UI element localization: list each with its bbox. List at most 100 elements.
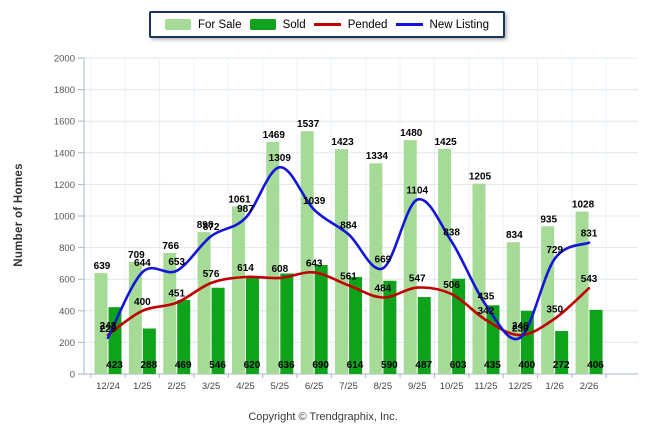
new-listing-value-label: 669 (375, 254, 392, 265)
bar-for-sale (197, 232, 211, 374)
sold-value-label: 406 (587, 360, 604, 371)
legend-label-for-sale: For Sale (198, 18, 242, 31)
bar-for-sale (300, 131, 314, 374)
x-axis-label: 8/25 (374, 381, 393, 392)
sold-value-label: 423 (106, 360, 123, 371)
new-listing-value-label: 1104 (406, 186, 428, 197)
sold-value-label: 603 (450, 360, 467, 371)
sold-value-label: 620 (244, 360, 261, 371)
sold-value-label: 636 (278, 360, 295, 371)
new-listing-value-label: 872 (203, 222, 220, 233)
for-sale-value-label: 1061 (228, 194, 251, 205)
x-axis-label: 3/25 (202, 381, 221, 392)
legend-label-new-listing: New Listing (429, 18, 489, 31)
bar-for-sale (335, 149, 349, 374)
bar-sold (108, 307, 122, 374)
for-sale-value-label: 1537 (297, 119, 320, 130)
new-listing-value-label: 838 (443, 228, 460, 239)
pended-value-label: 248 (100, 321, 117, 332)
bar-for-sale (506, 242, 520, 374)
sold-swatch-icon (249, 19, 276, 30)
new-listing-value-label: 831 (581, 229, 598, 240)
bar-for-sale (266, 141, 280, 374)
pended-value-label: 547 (409, 274, 426, 285)
x-axis-label: 7/25 (339, 381, 358, 392)
bar-sold (142, 328, 156, 374)
pended-line (106, 270, 591, 337)
for-sale-value-label: 1480 (400, 128, 423, 139)
for-sale-value-label: 1425 (434, 137, 457, 148)
new-listing-value-label: 1039 (303, 196, 326, 207)
legend-item-new-listing: New Listing (395, 18, 489, 31)
bar-sold (245, 276, 259, 374)
for-sale-value-label: 1469 (263, 130, 286, 141)
bar-for-sale (575, 211, 589, 374)
for-sale-swatch-icon (165, 19, 191, 30)
pended-value-label: 342 (478, 306, 495, 317)
y-tick-label: 800 (59, 243, 75, 254)
y-tick-label: 1200 (54, 180, 75, 191)
bar-sold (589, 309, 603, 374)
bar-for-sale (231, 206, 245, 374)
bar-for-sale (94, 273, 108, 374)
pended-value-label: 576 (203, 269, 220, 280)
sold-value-label: 690 (312, 360, 329, 371)
x-axis-label: 1/26 (545, 381, 564, 392)
legend-item-pended: Pended (313, 19, 387, 31)
legend-item-for-sale: For Sale (165, 19, 241, 31)
for-sale-value-label: 898 (197, 220, 214, 231)
new-listing-value-label: 1309 (269, 153, 292, 164)
bar-sold (211, 287, 225, 374)
new-listing-value-label: 653 (168, 257, 185, 268)
pended-swatch-icon (313, 23, 341, 26)
x-axis-label: 2/25 (167, 381, 186, 392)
sold-value-label: 400 (518, 360, 535, 371)
new-listing-value-label: 229 (100, 324, 117, 335)
sold-value-label: 272 (553, 360, 570, 371)
bar-sold (555, 331, 569, 374)
x-axis-label: 2/26 (580, 381, 599, 392)
pended-value-label: 643 (306, 258, 323, 269)
sold-value-label: 487 (415, 360, 432, 371)
y-tick-label: 400 (59, 306, 75, 317)
y-tick-label: 600 (59, 275, 75, 286)
pended-value-label: 484 (375, 284, 392, 295)
pended-value-label: 506 (443, 280, 460, 291)
x-axis-label: 9/25 (408, 381, 427, 392)
for-sale-value-label: 935 (540, 214, 557, 225)
bar-sold (452, 278, 466, 374)
x-axis-label: 12/25 (508, 381, 532, 392)
x-axis-label: 5/25 (271, 381, 290, 392)
sold-value-label: 590 (381, 360, 398, 371)
pended-value-label: 400 (134, 297, 151, 308)
pended-value-label: 451 (168, 289, 185, 300)
legend-label-sold: Sold (282, 18, 306, 31)
copyright-text: Copyright © Trendgraphix, Inc. (248, 411, 398, 423)
for-sale-value-label: 834 (506, 230, 523, 241)
bar-for-sale (438, 148, 452, 374)
x-axis-label: 4/25 (236, 381, 255, 392)
legend: For Sale Sold Pended New Listing (149, 11, 505, 38)
sold-value-label: 435 (484, 360, 501, 371)
bar-sold (349, 276, 363, 374)
pended-value-label: 246 (512, 321, 529, 332)
sold-value-label: 288 (141, 360, 158, 371)
y-tick-label: 1000 (54, 212, 75, 223)
for-sale-value-label: 766 (162, 241, 179, 252)
bar-for-sale (163, 252, 177, 374)
y-tick-label: 1800 (54, 85, 75, 96)
bar-sold (520, 310, 534, 374)
sold-value-label: 546 (209, 360, 226, 371)
for-sale-value-label: 1028 (572, 200, 595, 211)
pended-value-label: 614 (237, 263, 254, 274)
pended-value-label: 543 (581, 274, 598, 285)
y-tick-label: 1600 (54, 117, 75, 128)
bar-sold (280, 273, 294, 374)
new-listing-value-label: 230 (512, 324, 529, 335)
bar-for-sale (403, 140, 417, 374)
bar-sold (383, 280, 397, 374)
new-listing-value-label: 884 (340, 220, 357, 231)
x-axis-label: 6/25 (305, 381, 324, 392)
new-listing-line (106, 165, 591, 341)
